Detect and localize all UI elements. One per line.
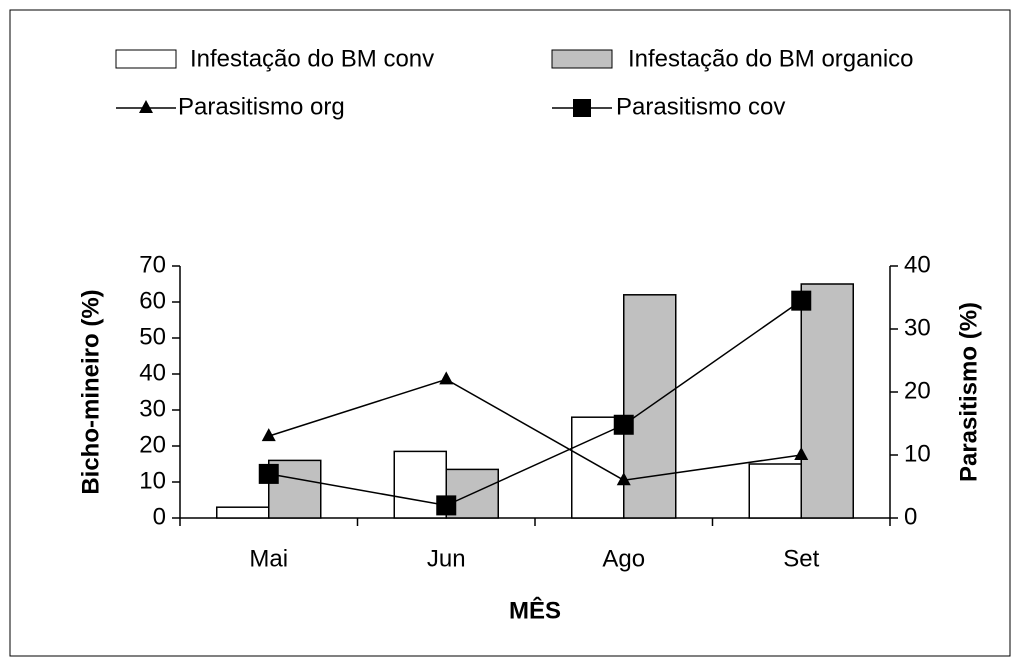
- y2-tick-label: 0: [904, 503, 917, 530]
- y-tick-label: 40: [139, 359, 166, 386]
- legend-marker: [139, 100, 153, 113]
- y2-tick-label: 20: [904, 377, 931, 404]
- legend-label: Parasitismo cov: [616, 93, 785, 120]
- y2-axis-title: Parasitismo (%): [955, 302, 982, 482]
- y-tick-label: 10: [139, 467, 166, 494]
- x-tick-label: Ago: [602, 545, 645, 572]
- y-tick-label: 60: [139, 287, 166, 314]
- bar: [748, 463, 802, 519]
- y-tick-label: 70: [139, 251, 166, 278]
- legend-marker: [573, 99, 591, 117]
- y-tick-label: 0: [153, 503, 166, 530]
- x-axis-title: MÊS: [509, 596, 561, 624]
- legend-swatch: [115, 49, 177, 69]
- y2-tick-label: 30: [904, 314, 931, 341]
- legend-label: Parasitismo org: [178, 93, 345, 120]
- marker: [258, 463, 279, 484]
- legend-label: Infestação do BM organico: [628, 45, 914, 72]
- y-tick-label: 30: [139, 395, 166, 422]
- legend-swatch: [551, 49, 613, 69]
- marker: [261, 428, 276, 442]
- line-series: [268, 300, 802, 507]
- marker: [436, 495, 457, 516]
- marker: [616, 472, 631, 486]
- bar: [800, 283, 854, 519]
- marker: [791, 290, 812, 311]
- x-tick-label: Mai: [249, 545, 288, 572]
- marker: [439, 371, 454, 385]
- x-tick-label: Set: [783, 545, 819, 572]
- marker: [613, 414, 634, 435]
- y2-tick-label: 40: [904, 251, 931, 278]
- x-tick-label: Jun: [427, 545, 466, 572]
- legend-label: Infestação do BM conv: [190, 45, 434, 72]
- marker: [794, 447, 809, 460]
- y-tick-label: 20: [139, 431, 166, 458]
- line-series: [268, 378, 802, 481]
- y-tick-label: 50: [139, 323, 166, 350]
- y-axis-title: Bicho-mineiro (%): [77, 289, 104, 494]
- y2-tick-label: 10: [904, 440, 931, 467]
- bar: [216, 506, 270, 519]
